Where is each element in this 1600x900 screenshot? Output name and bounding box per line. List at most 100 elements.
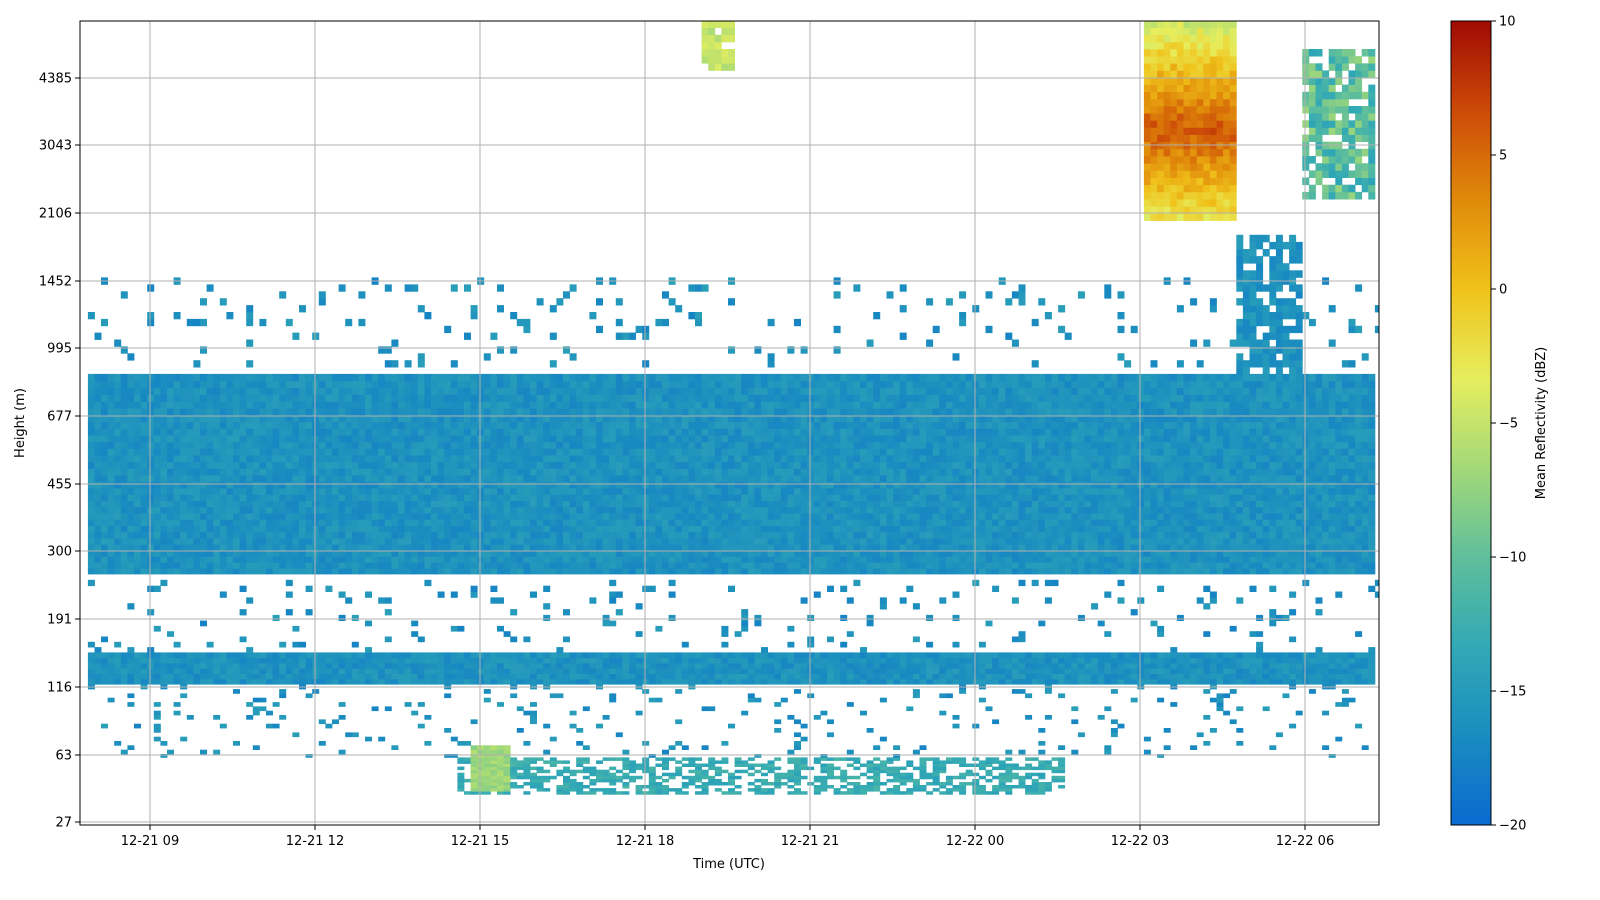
heatmap-cell	[622, 428, 630, 436]
heatmap-cell	[695, 421, 702, 429]
heatmap-cell	[589, 791, 597, 795]
heatmap-cell	[450, 568, 458, 575]
heatmap-cell	[464, 380, 471, 389]
heatmap-cell	[279, 544, 287, 551]
heatmap-cell	[510, 760, 518, 764]
heatmap-cell	[516, 318, 524, 327]
heatmap-cell	[523, 519, 531, 526]
heatmap-cell	[120, 380, 128, 389]
heatmap-cell	[549, 513, 557, 520]
heatmap-cell	[365, 538, 372, 545]
heatmap-cell	[761, 652, 768, 659]
heatmap-cell	[549, 668, 557, 674]
heatmap-cell	[167, 519, 174, 526]
heatmap-cell	[186, 568, 194, 575]
heatmap-cell	[714, 401, 722, 409]
heatmap-cell	[681, 657, 689, 664]
heatmap-cell	[424, 550, 432, 557]
heatmap-cell	[530, 475, 537, 483]
heatmap-cell	[668, 652, 676, 659]
heatmap-cell	[510, 673, 518, 680]
heatmap-cell	[252, 455, 260, 463]
heatmap-cell	[153, 500, 161, 508]
heatmap-cell	[312, 441, 320, 449]
heatmap-cell	[516, 373, 524, 382]
heatmap-cell	[635, 468, 643, 476]
heatmap-cell	[299, 373, 306, 382]
heatmap-cell	[827, 785, 834, 789]
heatmap-cell	[325, 556, 333, 563]
heatmap-cell	[417, 380, 425, 389]
heatmap-cell	[431, 538, 438, 545]
heatmap-cell	[483, 769, 491, 774]
heatmap-cell	[787, 448, 795, 456]
heatmap-cell	[470, 461, 478, 469]
heatmap-cell	[213, 373, 221, 382]
heatmap-cell	[589, 500, 597, 508]
heatmap-cell	[147, 441, 155, 449]
heatmap-cell	[391, 568, 399, 575]
heatmap-cell	[602, 562, 610, 569]
heatmap-cell	[193, 481, 201, 489]
heatmap-cell	[662, 387, 669, 395]
heatmap-cell	[345, 380, 353, 389]
heatmap-cell	[167, 435, 174, 443]
heatmap-cell	[114, 741, 122, 746]
heatmap-cell	[134, 394, 141, 402]
heatmap-cell	[180, 550, 188, 557]
heatmap-cell	[549, 657, 557, 664]
heatmap-cell	[411, 448, 419, 456]
heatmap-cell	[668, 448, 676, 456]
heatmap-cell	[160, 435, 168, 443]
heatmap-cell	[490, 441, 498, 449]
heatmap-cell	[642, 488, 650, 495]
heatmap-cell	[450, 591, 458, 598]
heatmap-cell	[411, 421, 419, 429]
heatmap-cell	[556, 769, 564, 774]
heatmap-cell	[470, 415, 478, 423]
heatmap-cell	[147, 663, 155, 669]
heatmap-cell	[457, 766, 465, 771]
heatmap-cell	[365, 475, 372, 483]
heatmap-cell	[622, 475, 630, 483]
heatmap-cell	[530, 428, 537, 436]
heatmap-cell	[94, 421, 102, 429]
heatmap-cell	[292, 475, 300, 483]
heatmap-cell	[153, 428, 161, 436]
heatmap-cell	[358, 562, 366, 569]
heatmap-cell	[127, 500, 135, 508]
heatmap-cell	[754, 620, 762, 627]
heatmap-cell	[332, 668, 339, 674]
heatmap-cell	[820, 550, 828, 557]
heatmap-cell	[477, 668, 485, 674]
heatmap-cell	[206, 494, 214, 501]
heatmap-cell	[523, 772, 531, 777]
heatmap-cell	[708, 525, 716, 533]
heatmap-cell	[629, 544, 636, 551]
heatmap-cell	[120, 562, 128, 569]
heatmap-cell	[556, 668, 564, 674]
heatmap-cell	[780, 652, 788, 659]
heatmap-cell	[292, 673, 300, 680]
heatmap-cell	[378, 401, 386, 409]
heatmap-cell	[219, 531, 227, 539]
heatmap-cell	[741, 531, 749, 539]
heatmap-cell	[714, 506, 722, 514]
heatmap-cell	[728, 373, 735, 382]
heatmap-cell	[299, 394, 306, 402]
heatmap-cell	[563, 636, 570, 643]
heatmap-cell	[609, 506, 617, 514]
heatmap-cell	[193, 568, 201, 575]
heatmap-cell	[305, 519, 313, 526]
heatmap-cell	[246, 494, 254, 501]
heatmap-cell	[648, 394, 656, 402]
heatmap-cell	[292, 641, 300, 648]
heatmap-cell	[761, 500, 768, 508]
heatmap-cell	[285, 609, 293, 616]
heatmap-cell	[332, 481, 339, 489]
heatmap-cell	[470, 568, 478, 575]
heatmap-cell	[252, 435, 260, 443]
heatmap-cell	[807, 652, 815, 659]
heatmap-cell	[457, 401, 465, 409]
heatmap-cell	[134, 481, 141, 489]
